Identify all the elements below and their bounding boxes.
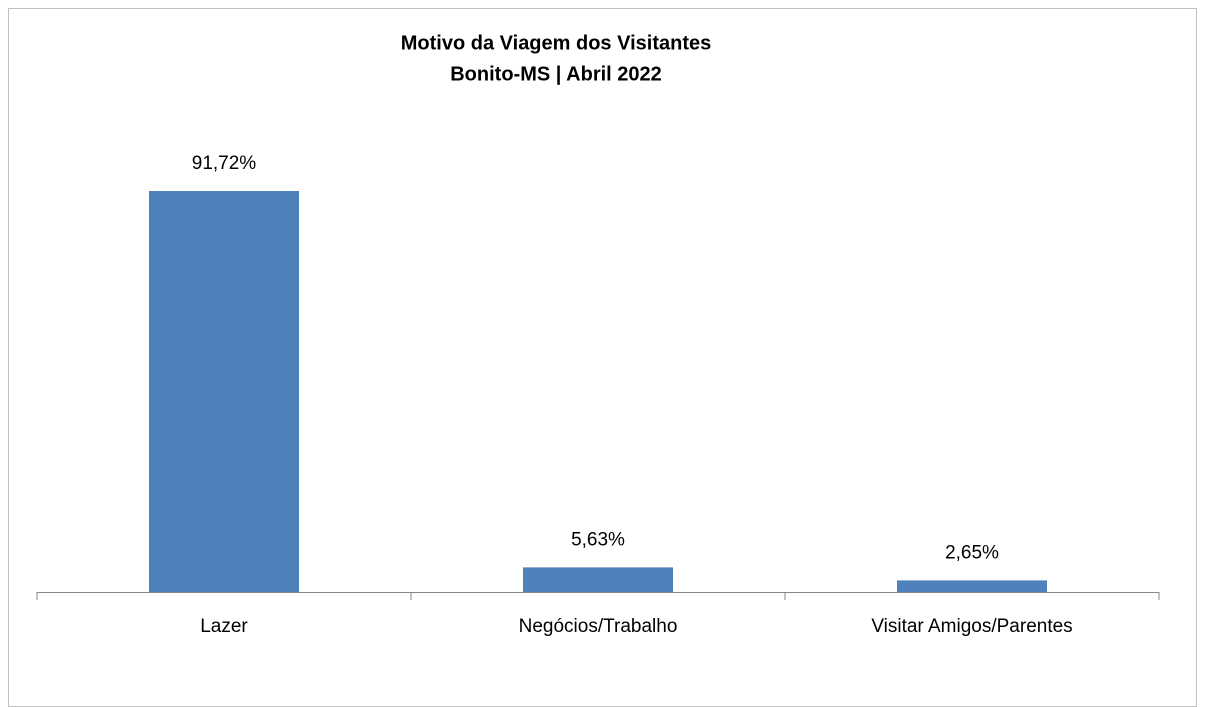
chart-title: Motivo da Viagem dos Visitantes: [401, 32, 711, 54]
data-label: 5,63%: [571, 529, 625, 550]
bar: [523, 567, 673, 592]
bar: [149, 191, 299, 592]
x-tick-label: Negócios/Trabalho: [519, 616, 678, 637]
chart-subtitle: Bonito-MS | Abril 2022: [450, 63, 662, 85]
bar: [897, 580, 1047, 592]
x-tick-label: Visitar Amigos/Parentes: [871, 616, 1072, 637]
data-label: 91,72%: [192, 153, 257, 174]
x-tick-label: Lazer: [200, 616, 248, 637]
data-label: 2,65%: [945, 542, 999, 563]
